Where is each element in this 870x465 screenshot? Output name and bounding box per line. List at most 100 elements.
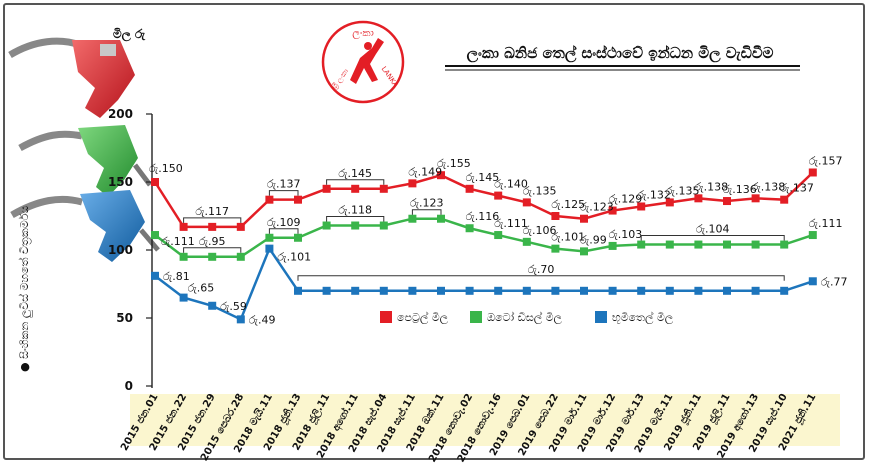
data-point — [151, 271, 159, 280]
chart-frame — [3, 3, 865, 460]
logo-top-text: ලංකා — [352, 28, 374, 39]
data-point — [322, 286, 331, 295]
data-point — [751, 286, 760, 295]
data-label: රු.150 — [149, 162, 183, 175]
data-point — [494, 191, 503, 200]
data-point — [437, 214, 445, 223]
data-point — [322, 221, 331, 230]
data-point — [265, 233, 274, 242]
data-label: රු.99 — [580, 233, 607, 246]
data-label: රු.81 — [163, 270, 190, 283]
artist-credit: ● සිංහිකන ලුවිස් මහතේ චිත්‍රකර්මය — [17, 206, 33, 372]
data-label: රු.101 — [277, 251, 311, 264]
data-label: රු.103 — [609, 228, 643, 241]
data-label: රු.77 — [821, 275, 848, 288]
data-label: රු.117 — [195, 205, 229, 218]
legend-label: භූමිතෙල් මිල — [612, 310, 674, 325]
data-point — [208, 222, 217, 231]
data-point — [151, 178, 159, 186]
label-bracket — [411, 209, 442, 215]
data-point — [808, 168, 817, 177]
legend-swatch — [380, 311, 392, 323]
data-point — [808, 277, 817, 286]
data-point — [608, 286, 617, 295]
data-point — [465, 184, 474, 193]
data-point — [780, 240, 789, 249]
chart-title: ලංකා ඛනිජ තෙල් සංස්ථාවේ ඉන්ධන මිල වැඩිවී… — [467, 44, 774, 63]
data-label: රු.65 — [188, 282, 215, 295]
data-point — [694, 194, 703, 203]
data-label: රු.101 — [551, 231, 585, 244]
data-point — [637, 240, 646, 249]
data-point — [294, 195, 302, 204]
data-point — [723, 240, 731, 249]
data-label: රු.123 — [580, 201, 614, 214]
data-point — [236, 252, 245, 261]
label-bracket — [183, 217, 242, 223]
label-bracket — [297, 275, 785, 281]
data-label: රු.138 — [694, 180, 728, 193]
data-point — [494, 286, 503, 295]
label-bracket — [183, 247, 242, 253]
data-point — [408, 214, 417, 223]
data-point — [637, 202, 646, 211]
data-point — [580, 286, 588, 295]
data-point — [665, 240, 674, 249]
data-point — [694, 240, 703, 249]
data-label: රු.104 — [696, 223, 730, 236]
data-point — [179, 293, 188, 302]
data-point — [379, 286, 388, 295]
data-label: රු.145 — [466, 171, 500, 184]
data-point — [723, 197, 731, 206]
legend-label: ඔටෝ ඩීසල් මිල — [487, 310, 563, 325]
data-point — [465, 286, 474, 295]
lanka-logo: ලංකා ශ්‍රී ලංකා LANKA — [321, 20, 405, 104]
data-point — [580, 214, 588, 223]
data-label: රු.135 — [523, 184, 557, 197]
data-point — [351, 221, 360, 230]
petrol-nozzle-icon — [8, 37, 135, 118]
data-point — [236, 315, 245, 324]
data-label: රු.136 — [723, 183, 757, 196]
data-point — [437, 286, 445, 295]
data-point — [294, 233, 302, 242]
data-label: රු.125 — [551, 198, 585, 211]
data-point — [294, 286, 302, 295]
data-label: රු.138 — [752, 180, 786, 193]
data-point — [379, 184, 388, 193]
data-point — [551, 244, 560, 253]
data-label: රු.137 — [780, 182, 814, 195]
y-axis-label: මිල රු — [113, 27, 146, 43]
data-label: රු.140 — [494, 178, 528, 191]
data-label: රු.70 — [528, 263, 555, 276]
y-tick-label: 0 — [125, 379, 133, 393]
data-label: රු.123 — [410, 197, 444, 210]
data-point — [351, 286, 360, 295]
y-tick-label: 50 — [116, 311, 133, 325]
data-label: රු.59 — [220, 300, 247, 313]
data-point — [465, 224, 474, 233]
data-label: රු.137 — [267, 178, 301, 191]
data-point — [437, 171, 445, 180]
data-label: රු.135 — [666, 184, 700, 197]
data-label: රු.49 — [249, 313, 276, 326]
data-point — [179, 252, 188, 261]
data-point — [665, 286, 674, 295]
data-label: රු.111 — [161, 235, 195, 248]
data-point — [208, 301, 217, 310]
data-label: රු.155 — [437, 157, 471, 170]
data-point — [723, 286, 731, 295]
data-point — [265, 244, 274, 253]
data-point — [379, 221, 388, 230]
data-point — [751, 194, 760, 203]
y-tick-label: 200 — [108, 107, 133, 121]
data-label: රු.111 — [494, 217, 528, 230]
data-point — [780, 195, 789, 204]
legend-swatch — [595, 311, 607, 323]
data-point — [608, 241, 617, 250]
data-point — [665, 198, 674, 207]
series-line-2 — [154, 245, 814, 322]
data-label: රු.106 — [523, 224, 557, 237]
series-line-0 — [153, 171, 814, 229]
